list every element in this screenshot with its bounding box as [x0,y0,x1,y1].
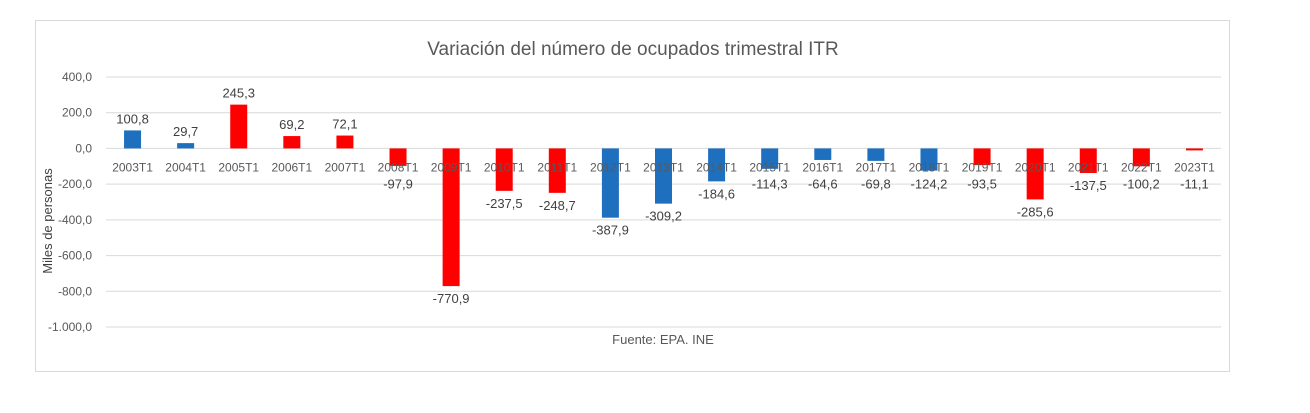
category-label: 2004T1 [165,160,206,174]
category-label: 2008T1 [378,160,419,174]
category-label: 2003T1 [112,160,153,174]
bar [708,148,726,182]
category-label: 2007T1 [325,160,366,174]
category-label: 2014T1 [696,160,737,174]
bar [336,135,354,149]
bar [973,148,991,166]
chart-svg: Variación del número de ocupados trimest… [40,39,1221,347]
category-label: 2009T1 [431,160,472,174]
category-label: 2020T1 [1015,160,1056,174]
category-label: 2019T1 [962,160,1003,174]
category-label: 2018T1 [909,160,950,174]
data-label: -248,7 [539,198,576,213]
bar [230,104,248,149]
data-label: -770,9 [433,291,470,306]
data-label: -137,5 [1070,178,1107,193]
category-label: 2006T1 [271,160,312,174]
y-tick-label: -1.000,0 [48,320,92,334]
bar [601,148,619,218]
bar [1132,148,1150,167]
data-label: -69,8 [861,176,891,191]
y-axis: 400,0 200,0 0,0 -200,0 -400,0 -600,0 -800,0 -1.… [48,70,92,334]
bar [177,143,195,149]
data-label: 72,1 [332,117,357,132]
y-tick-label: -400,0 [58,213,92,227]
data-label: -100,2 [1123,176,1160,191]
data-label: -387,9 [592,223,629,238]
category-label: 2021T1 [1068,160,1109,174]
data-label: -124,2 [911,176,948,191]
data-label: -285,6 [1017,204,1054,219]
category-label: 2023T1 [1174,160,1215,174]
bars [124,104,1203,287]
category-label: 2012T1 [590,160,631,174]
data-label: -184,6 [698,186,735,201]
category-label: 2017T1 [856,160,897,174]
bar [814,148,832,160]
y-tick-label: -800,0 [58,284,92,298]
source-note: Fuente: EPA. INE [612,332,714,347]
bar [389,148,407,166]
bar [1185,148,1203,151]
bar [1026,148,1044,200]
bar [655,148,672,204]
y-tick-label: 0,0 [75,141,92,155]
bar [124,130,142,149]
data-label: -237,5 [486,196,523,211]
data-label: -97,9 [383,176,413,191]
data-label: -309,2 [645,209,682,224]
bar [761,148,779,169]
category-label: 2005T1 [218,160,259,174]
x-axis: 2003T1 2004T1 2005T1 2006T1 2007T1 2008T1 2009… [112,160,1215,174]
y-axis-label: Miles de personas [40,168,55,274]
category-label: 2015T1 [749,160,790,174]
bar [548,148,566,193]
y-tick-label: 200,0 [62,106,92,120]
data-labels: 100,8 29,7 245,3 69,2 72,1 -97,9 -770,9 -237,5 -… [116,86,1209,306]
data-label: -114,3 [752,176,788,191]
data-label: -64,6 [808,176,838,191]
chart-title: Variación del número de ocupados trimest… [427,39,839,60]
y-tick-label: -200,0 [58,177,92,191]
bar [1079,148,1097,173]
chart-frame: Variación del número de ocupados trimest… [35,20,1230,372]
category-label: 2022T1 [1121,160,1162,174]
category-label: 2013T1 [643,160,684,174]
data-label: 245,3 [222,86,255,101]
y-tick-label: -600,0 [58,249,92,263]
data-label: 29,7 [173,124,198,139]
bar [283,136,301,149]
category-label: 2010T1 [484,160,525,174]
bar [442,148,460,287]
bar [495,148,513,191]
data-label: -11,1 [1180,176,1209,191]
category-label: 2011T1 [537,160,577,174]
bar [867,148,885,161]
bar [920,148,938,171]
y-tick-label: 400,0 [62,70,92,84]
category-label: 2016T1 [802,160,843,174]
data-label: -93,5 [967,176,997,191]
data-label: 69,2 [279,117,304,132]
data-label: 100,8 [116,111,149,126]
